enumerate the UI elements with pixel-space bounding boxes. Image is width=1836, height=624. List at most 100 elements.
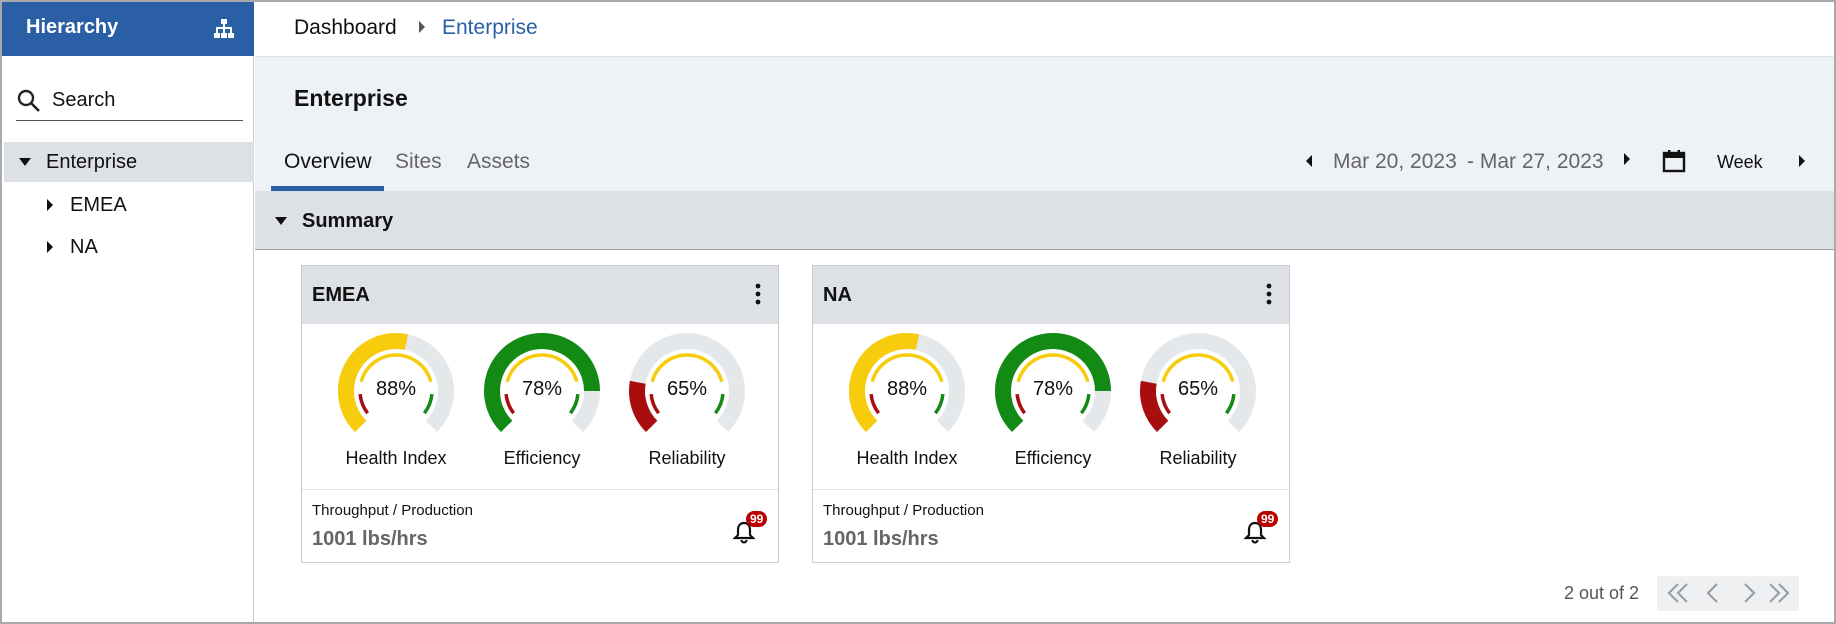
date-end: - Mar 27, 2023: [1467, 150, 1604, 173]
page-title: Enterprise: [294, 85, 408, 111]
alert-badge: 99: [1257, 511, 1279, 527]
gauge-band: [1079, 393, 1091, 415]
section-title: Summary: [302, 210, 394, 232]
hierarchy-icon[interactable]: [213, 18, 235, 40]
metric-label: Throughput / Production: [823, 502, 984, 519]
section-header: [255, 191, 1834, 250]
pagination-controls[interactable]: [1657, 576, 1799, 611]
breadcrumb-sep: [419, 21, 425, 33]
card-menu[interactable]: [1263, 282, 1275, 308]
caret-down[interactable]: [274, 215, 288, 227]
menu-dot: [755, 291, 761, 297]
menu-dot: [1266, 283, 1272, 289]
card-menu[interactable]: [752, 282, 764, 308]
gauge-arc: [995, 333, 1111, 433]
gauge-arc: [1140, 380, 1169, 433]
gauge: [338, 333, 454, 433]
gauge: [1140, 333, 1256, 433]
card: NA 88% Health Index 78% Efficiency 65% Reliabi…: [812, 265, 1290, 563]
period-select[interactable]: Week: [1717, 152, 1763, 172]
gauge: [484, 333, 600, 433]
sidebar: [2, 2, 254, 622]
card-title: NA: [823, 284, 852, 306]
gauge-label: Health Index: [856, 448, 958, 468]
breadcrumb-link[interactable]: Dashboard: [294, 16, 397, 39]
card: EMEA 88% Health Index 78% Efficiency 65% Relia…: [301, 265, 779, 563]
gauge-arc: [849, 333, 920, 433]
tab[interactable]: Assets: [467, 150, 531, 173]
tab[interactable]: Overview: [284, 150, 372, 173]
gauge-band: [358, 393, 370, 415]
divider: [813, 489, 1289, 490]
gauge-band: [649, 393, 661, 415]
gauge-band: [422, 393, 434, 415]
alert-badge: 99: [746, 511, 768, 527]
gauge-band: [1224, 393, 1236, 415]
gauge-band: [568, 393, 580, 415]
gauge-band: [650, 353, 724, 383]
prev-date[interactable]: [1304, 154, 1314, 168]
metric-value: 1001 lbs/hrs: [823, 528, 939, 550]
card-header: [813, 266, 1289, 324]
gauge-band: [1160, 393, 1172, 415]
gauge-band: [933, 393, 945, 415]
menu-dot: [1266, 299, 1272, 305]
gauge: [629, 333, 745, 433]
divider: [302, 489, 778, 490]
next-date[interactable]: [1622, 152, 1632, 166]
gauge-value: 65%: [1177, 378, 1219, 400]
sidebar-title: Hierarchy: [26, 16, 119, 38]
caret-right[interactable]: [45, 240, 55, 254]
gauge-label: Efficiency: [1014, 448, 1092, 468]
gauge-band: [504, 393, 516, 415]
gauge-label: Reliability: [648, 448, 726, 468]
tree-item[interactable]: Enterprise: [46, 151, 138, 173]
search-icon: [17, 89, 40, 112]
period-next[interactable]: [1797, 154, 1807, 168]
gauge-arc: [629, 380, 658, 433]
gauge: [849, 333, 965, 433]
gauge: [995, 333, 1111, 433]
search-underline: [16, 120, 243, 121]
gauge-band: [869, 393, 881, 415]
tree-selected: [4, 142, 254, 182]
menu-dot: [755, 283, 761, 289]
gauge-label: Efficiency: [503, 448, 581, 468]
caret-down[interactable]: [18, 156, 32, 168]
gauge-arc: [484, 333, 600, 433]
calendar-icon[interactable]: [1662, 149, 1686, 173]
tab-indicator: [271, 186, 384, 191]
breadcrumb-current: Enterprise: [442, 16, 538, 39]
gauge-value: 78%: [521, 378, 563, 400]
gauge-band: [359, 353, 433, 383]
gauge-band: [505, 353, 579, 383]
gauge-label: Health Index: [345, 448, 447, 468]
tree-item[interactable]: NA: [70, 236, 98, 258]
menu-dot: [755, 299, 761, 305]
gauge-band: [1015, 393, 1027, 415]
sidebar-header: [2, 2, 254, 56]
metric-label: Throughput / Production: [312, 502, 473, 519]
gauge-band: [713, 393, 725, 415]
gauge-value: 78%: [1032, 378, 1074, 400]
caret-right[interactable]: [45, 198, 55, 212]
menu-dot: [1266, 291, 1272, 297]
card-header: [302, 266, 778, 324]
card-title: EMEA: [312, 284, 370, 306]
gauge-value: 88%: [375, 378, 417, 400]
metric-value: 1001 lbs/hrs: [312, 528, 428, 550]
gauge-band: [870, 353, 944, 383]
divider: [255, 56, 1834, 57]
gauge-value: 88%: [886, 378, 928, 400]
gauge-value: 65%: [666, 378, 708, 400]
pagination-label: 2 out of 2: [1564, 583, 1640, 603]
tab[interactable]: Sites: [395, 150, 442, 173]
page-header: [255, 57, 1834, 191]
tree-item[interactable]: EMEA: [70, 194, 127, 216]
search-input[interactable]: Search: [52, 89, 116, 111]
gauge-band: [1161, 353, 1235, 383]
gauge-band: [1016, 353, 1090, 383]
gauge-arc: [338, 333, 409, 433]
date-start: Mar 20, 2023: [1333, 150, 1457, 173]
